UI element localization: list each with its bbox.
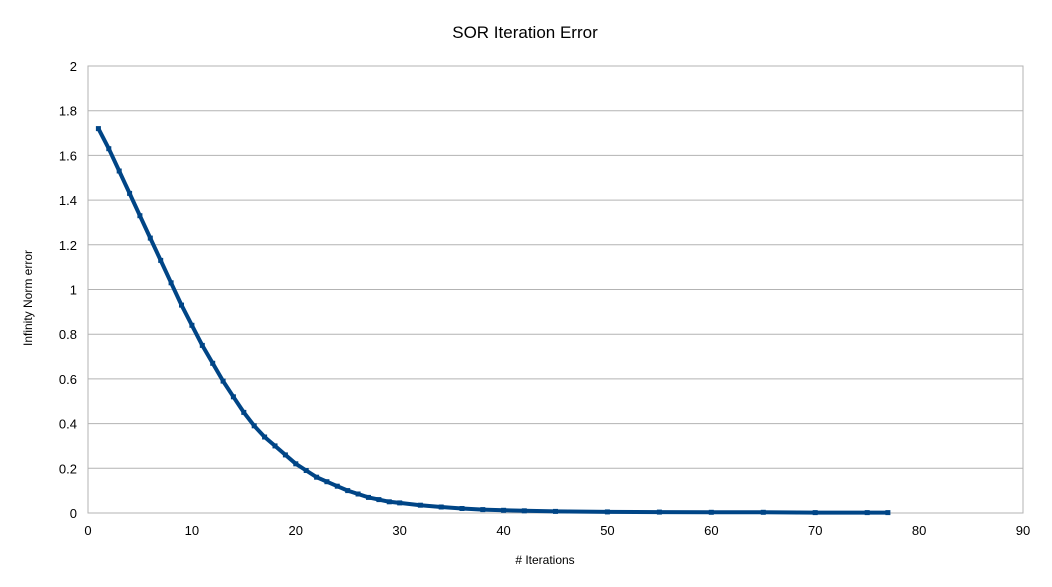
x-tick-label: 20 <box>289 523 303 538</box>
data-point <box>230 394 236 400</box>
data-point <box>376 497 382 503</box>
data-point <box>760 509 766 515</box>
y-tick-label: 1.6 <box>59 148 77 163</box>
data-point <box>334 483 340 489</box>
x-axis-label: # Iterations <box>515 553 574 567</box>
data-point <box>189 322 195 328</box>
data-point <box>293 461 299 467</box>
data-point <box>521 508 527 514</box>
data-point <box>210 360 216 366</box>
data-point <box>127 190 133 196</box>
x-tick-label: 0 <box>84 523 91 538</box>
data-point <box>199 342 205 348</box>
x-tick-label: 10 <box>185 523 199 538</box>
data-point <box>480 507 486 513</box>
x-tick-label: 60 <box>704 523 718 538</box>
data-point <box>501 507 507 513</box>
data-point <box>147 235 153 241</box>
y-tick-label: 1.2 <box>59 238 77 253</box>
y-tick-label: 1.4 <box>59 193 77 208</box>
data-point <box>386 499 392 505</box>
x-tick-label: 70 <box>808 523 822 538</box>
x-tick-label: 50 <box>600 523 614 538</box>
data-point <box>241 409 247 415</box>
data-point <box>303 468 309 473</box>
data-point <box>864 510 870 516</box>
data-point <box>459 506 465 511</box>
data-point <box>220 378 226 384</box>
data-point <box>116 168 122 174</box>
y-tick-label: 1.8 <box>59 104 77 119</box>
data-point <box>604 509 610 515</box>
data-point <box>262 434 268 440</box>
data-point <box>137 213 143 219</box>
data-point <box>106 146 112 152</box>
data-point <box>168 280 174 286</box>
data-point <box>366 494 371 500</box>
y-tick-label: 1 <box>70 283 77 298</box>
data-series <box>95 126 891 516</box>
data-point <box>417 502 423 508</box>
data-point <box>656 509 662 515</box>
series-line <box>96 126 890 515</box>
data-point <box>553 508 558 514</box>
y-tick-label: 0.4 <box>59 417 77 432</box>
data-point <box>345 488 351 494</box>
x-axis-ticks: 0 10 20 30 40 50 60 70 80 90 <box>84 523 1030 538</box>
data-point <box>314 474 320 480</box>
y-axis-label: Infinity Norm error <box>21 250 35 346</box>
data-point <box>438 504 444 510</box>
data-point <box>179 302 184 308</box>
data-point <box>95 126 101 132</box>
y-tick-label: 2 <box>70 59 77 74</box>
y-tick-label: 0.6 <box>59 372 77 387</box>
y-tick-label: 0.2 <box>59 461 77 476</box>
data-point <box>708 509 714 515</box>
data-point <box>272 443 278 449</box>
data-point <box>397 500 403 506</box>
y-tick-label: 0 <box>70 506 77 521</box>
data-point <box>282 452 288 458</box>
x-tick-label: 30 <box>392 523 406 538</box>
x-tick-label: 80 <box>912 523 926 538</box>
y-tick-label: 0.8 <box>59 327 77 342</box>
data-point <box>355 491 361 497</box>
chart-title: SOR Iteration Error <box>452 23 598 42</box>
data-point <box>324 479 330 485</box>
data-point <box>885 510 891 516</box>
x-tick-label: 90 <box>1016 523 1030 538</box>
x-tick-label: 40 <box>496 523 510 538</box>
data-point <box>251 423 257 429</box>
gridlines <box>88 65 1023 514</box>
data-point <box>158 257 164 263</box>
y-axis-ticks: 0 0.2 0.4 0.6 0.8 1 1.2 1.4 1.6 1.8 2 <box>59 59 77 521</box>
data-point <box>812 510 818 516</box>
